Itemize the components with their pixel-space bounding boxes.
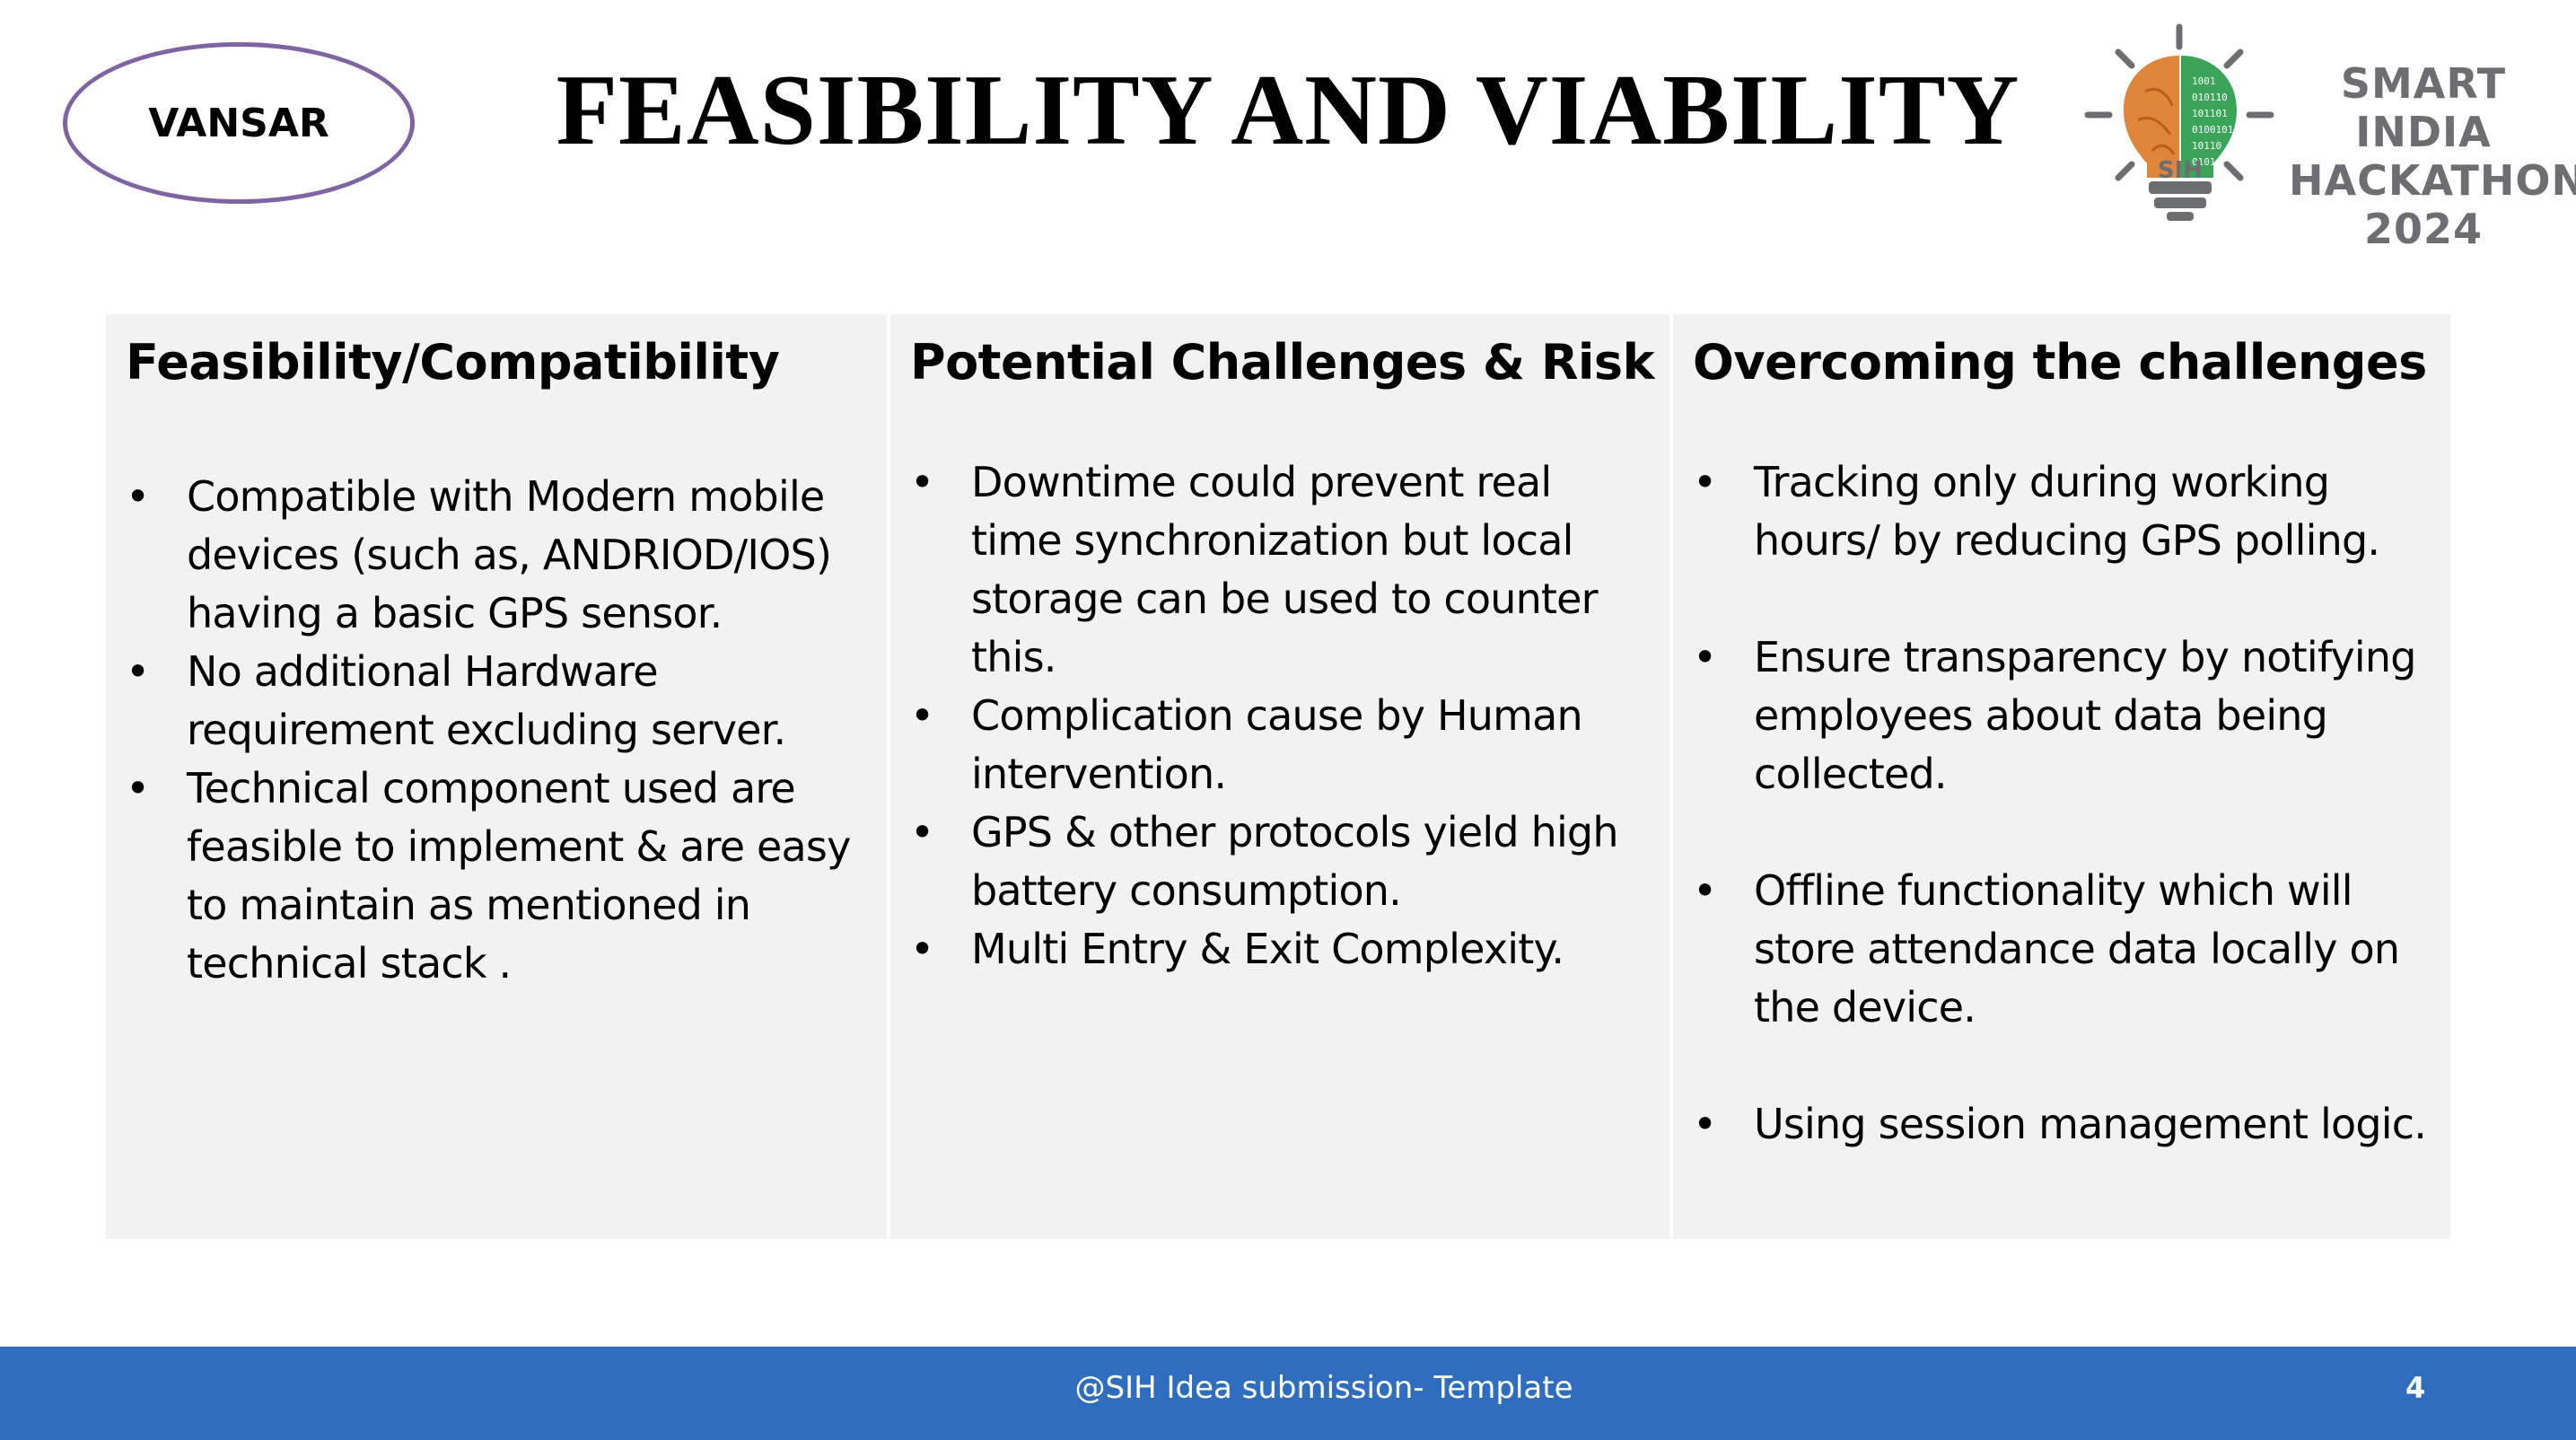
column-heading: Overcoming the challenges [1693, 334, 2427, 391]
svg-text:101101: 101101 [2192, 108, 2228, 119]
bullet-list: Compatible with Modern mobile devices (s… [126, 468, 867, 993]
svg-text:010110: 010110 [2192, 92, 2228, 103]
svg-text:0100101: 0100101 [2192, 124, 2233, 136]
column-feasibility: Feasibility/Compatibility Compatible wit… [106, 314, 887, 1239]
svg-text:0101: 0101 [2192, 156, 2216, 168]
list-item: Compatible with Modern mobile devices (s… [126, 468, 867, 643]
list-item: Multi Entry & Exit Complexity. [910, 920, 1650, 979]
footer-text: @SIH Idea submission- Template [1074, 1370, 1573, 1406]
logo-text-line1: SMART INDIA [2340, 59, 2507, 156]
list-item: Technical component used are feasible to… [126, 760, 867, 993]
logo-text-line2: HACKATHON [2289, 156, 2576, 205]
list-item: No additional Hardware requirement exclu… [126, 643, 867, 760]
list-item: Ensure transparency by notifying employe… [1693, 628, 2431, 803]
lightbulb-brain-icon: 1001 010110 101101 0100101 10110 0101 SI… [2084, 23, 2274, 221]
team-name-badge: VANSAR [63, 42, 415, 204]
list-item: Tracking only during working hours/ by r… [1693, 453, 2431, 570]
bullet-list: Tracking only during working hours/ by r… [1693, 453, 2431, 1154]
list-item: GPS & other protocols yield high battery… [910, 803, 1650, 920]
logo-bulb-label: SIH [2158, 157, 2203, 184]
logo-text-line3: 2024 [2363, 205, 2484, 253]
footer-bar: @SIH Idea submission- Template 4 [0, 1347, 2576, 1440]
list-item: Using session management logic. [1693, 1095, 2431, 1154]
sih-logo: 1001 010110 101101 0100101 10110 0101 SI… [2082, 20, 2576, 253]
column-heading: Potential Challenges & Risk [910, 334, 1654, 391]
feasibility-table: Feasibility/Compatibility Compatible wit… [106, 314, 2450, 1239]
column-challenges: Potential Challenges & Risk Downtime cou… [890, 314, 1669, 1239]
column-overcoming: Overcoming the challenges Tracking only … [1673, 314, 2450, 1239]
svg-text:1001: 1001 [2192, 75, 2216, 87]
svg-text:10110: 10110 [2192, 140, 2221, 152]
column-heading: Feasibility/Compatibility [126, 334, 780, 391]
list-item: Downtime could prevent real time synchro… [910, 453, 1650, 687]
team-name: VANSAR [148, 100, 329, 146]
bullet-list: Downtime could prevent real time synchro… [910, 453, 1650, 979]
page-title: FEASIBILITY AND VIABILITY [556, 55, 2020, 166]
logo-text: SMART INDIA HACKATHON 2024 [2289, 59, 2576, 253]
list-item: Offline functionality which will store a… [1693, 862, 2431, 1037]
page-number: 4 [2405, 1371, 2426, 1405]
list-item: Complication cause by Human intervention… [910, 687, 1650, 803]
